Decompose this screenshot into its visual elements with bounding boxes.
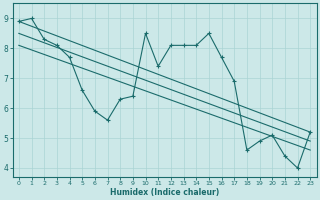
X-axis label: Humidex (Indice chaleur): Humidex (Indice chaleur) [110, 188, 219, 197]
